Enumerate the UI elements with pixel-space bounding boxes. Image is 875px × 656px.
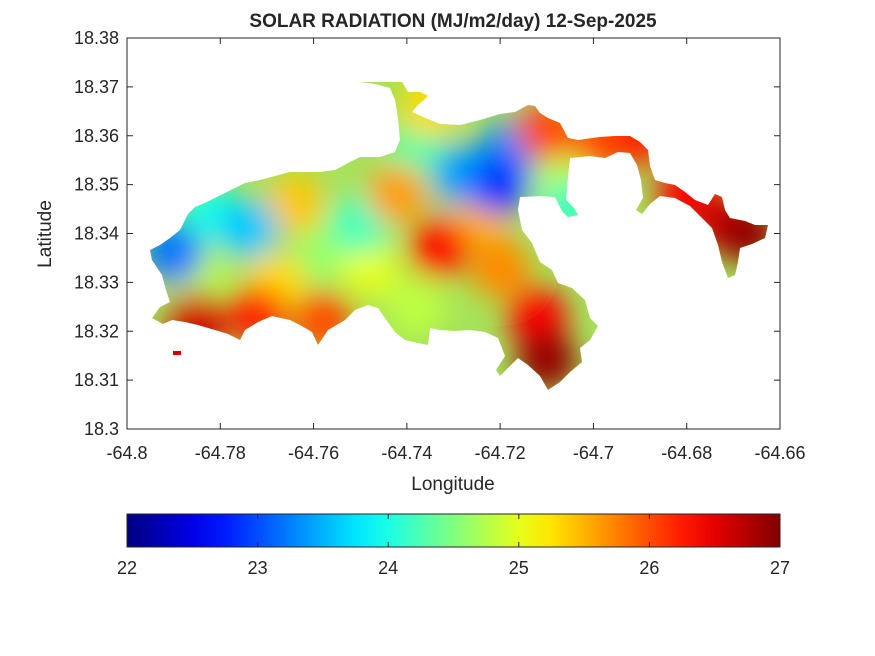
x-tick-label: -64.72 <box>475 443 526 463</box>
y-tick-label: 18.34 <box>74 224 119 244</box>
y-tick-label: 18.36 <box>74 126 119 146</box>
y-tick-label: 18.35 <box>74 175 119 195</box>
x-tick-label: -64.8 <box>106 443 147 463</box>
chart-title: SOLAR RADIATION (MJ/m2/day) 12-Sep-2025 <box>249 11 657 32</box>
field-region-25 <box>470 154 531 215</box>
x-tick-label: -64.76 <box>288 443 339 463</box>
colorbar-tick-label: 25 <box>509 558 529 578</box>
y-tick-label: 18.3 <box>84 419 119 439</box>
x-tick-label: -64.78 <box>195 443 246 463</box>
x-axis-label: Longitude <box>411 474 494 495</box>
y-tick-label: 18.33 <box>74 272 119 292</box>
field-region-2 <box>386 276 447 337</box>
y-tick-label: 18.31 <box>74 370 119 390</box>
field-region-24 <box>409 218 470 279</box>
x-tick-label: -64.66 <box>754 443 805 463</box>
islet-marker <box>173 351 181 355</box>
colorbar-ticks: 22 23 24 25 26 27 <box>117 514 790 578</box>
colorbar-tick-label: 22 <box>117 558 137 578</box>
colorbar-tick-label: 23 <box>248 558 268 578</box>
colorbar-tick-label: 27 <box>770 558 790 578</box>
y-tick-label: 18.38 <box>74 28 119 48</box>
x-tick-label: -64.68 <box>661 443 712 463</box>
colorbar-tick-label: 26 <box>639 558 659 578</box>
y-axis-label: Latitude <box>35 200 56 268</box>
y-tick-label: 18.32 <box>74 321 119 341</box>
colorbar <box>126 513 781 548</box>
y-tick-label: 18.37 <box>74 77 119 97</box>
field-region-11 <box>264 174 325 235</box>
x-tick-label: -64.74 <box>381 443 432 463</box>
field-region-14 <box>367 164 428 225</box>
y-axis-ticks: 18.3 18.31 18.32 18.33 18.34 18.35 18.36 18.37 1… <box>74 28 780 439</box>
field-region-13 <box>218 198 279 259</box>
x-tick-label: -64.7 <box>573 443 614 463</box>
colorbar-tick-label: 24 <box>378 558 398 578</box>
x-axis-ticks: -64.8 -64.78 -64.76 -64.74 -64.72 -64.7 -64.68… <box>106 38 806 463</box>
field-region-15 <box>470 237 531 298</box>
